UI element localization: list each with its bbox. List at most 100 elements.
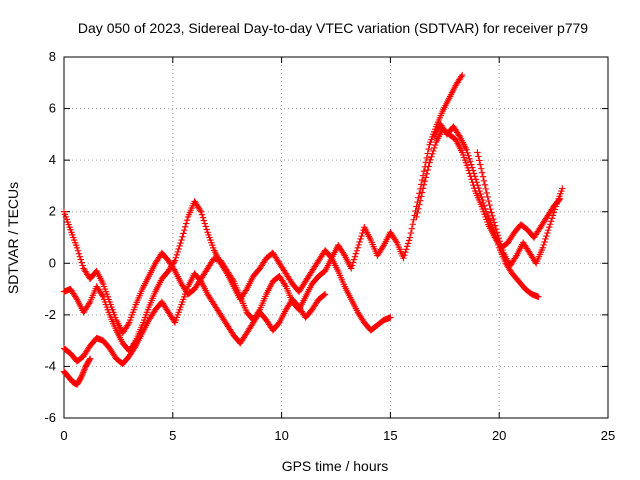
data-point bbox=[78, 259, 85, 266]
data-point bbox=[429, 150, 436, 158]
data-point bbox=[550, 209, 558, 216]
data-point bbox=[494, 232, 502, 239]
data-point bbox=[493, 229, 501, 236]
data-point bbox=[485, 197, 492, 205]
data-point bbox=[418, 189, 426, 196]
data-point bbox=[80, 367, 88, 375]
data-point bbox=[549, 212, 557, 219]
series-track-d bbox=[60, 355, 94, 388]
data-point bbox=[171, 257, 179, 264]
data-point bbox=[415, 205, 422, 212]
data-point bbox=[476, 187, 483, 195]
data-point bbox=[471, 173, 479, 180]
data-point bbox=[196, 207, 204, 214]
x-tick-label: 20 bbox=[492, 428, 506, 443]
data-point bbox=[481, 181, 489, 189]
data-point bbox=[180, 230, 187, 237]
data-point bbox=[401, 251, 408, 259]
data-point bbox=[425, 145, 432, 153]
data-point bbox=[422, 174, 430, 181]
data-point bbox=[79, 262, 86, 269]
data-point bbox=[176, 242, 183, 250]
data-point bbox=[408, 225, 416, 232]
data-point bbox=[131, 344, 139, 351]
data-point bbox=[559, 185, 566, 192]
data-point bbox=[409, 221, 416, 228]
data-point bbox=[182, 220, 190, 227]
data-point bbox=[475, 153, 482, 160]
data-point bbox=[543, 232, 550, 240]
data-point bbox=[242, 287, 250, 294]
data-point bbox=[481, 202, 488, 210]
data-point bbox=[546, 221, 554, 228]
data-point bbox=[512, 253, 519, 261]
data-point bbox=[81, 366, 88, 373]
y-tick-label: 4 bbox=[49, 152, 56, 167]
data-point bbox=[546, 223, 553, 231]
data-point bbox=[421, 177, 429, 185]
data-point bbox=[491, 219, 498, 226]
x-tick-label: 0 bbox=[60, 428, 67, 443]
data-point bbox=[420, 181, 428, 189]
data-point bbox=[431, 141, 439, 149]
series-track-f bbox=[430, 120, 542, 301]
data-point bbox=[482, 185, 490, 193]
data-point bbox=[198, 211, 206, 218]
data-point bbox=[487, 205, 494, 213]
data-point bbox=[486, 201, 493, 209]
data-point bbox=[492, 225, 500, 233]
data-point bbox=[469, 167, 477, 174]
data-point bbox=[416, 190, 423, 197]
data-point bbox=[352, 250, 360, 257]
data-point bbox=[499, 246, 506, 254]
chart-title: Day 050 of 2023, Sidereal Day-to-day VTE… bbox=[78, 20, 588, 36]
data-point bbox=[478, 169, 486, 176]
data-point bbox=[387, 314, 394, 321]
data-point bbox=[426, 159, 433, 166]
y-tick-label: 8 bbox=[49, 49, 56, 64]
data-point bbox=[407, 229, 415, 237]
data-point bbox=[459, 71, 466, 79]
data-point bbox=[392, 237, 400, 245]
data-point bbox=[75, 250, 83, 257]
data-point bbox=[178, 236, 185, 244]
data-point bbox=[76, 253, 84, 260]
y-tick-label: 0 bbox=[49, 255, 56, 270]
plot-frame bbox=[63, 56, 609, 419]
data-point bbox=[354, 244, 361, 252]
series-track-g bbox=[474, 149, 566, 270]
data-point bbox=[423, 170, 430, 177]
data-point bbox=[353, 247, 361, 254]
x-tick-label: 25 bbox=[601, 428, 615, 443]
data-point bbox=[489, 212, 496, 219]
data-point bbox=[475, 184, 482, 192]
data-point bbox=[425, 163, 432, 170]
data-point bbox=[467, 158, 474, 165]
data-point bbox=[358, 232, 365, 240]
data-point bbox=[414, 209, 421, 217]
data-point bbox=[496, 237, 504, 245]
data-point bbox=[356, 238, 363, 246]
y-tick-label: -2 bbox=[44, 307, 56, 322]
data-point bbox=[548, 215, 556, 222]
data-point bbox=[413, 213, 420, 221]
data-point bbox=[79, 370, 86, 377]
data-point bbox=[174, 248, 181, 256]
data-point bbox=[551, 206, 559, 213]
data-point bbox=[200, 217, 208, 224]
data-point bbox=[539, 244, 546, 252]
data-point bbox=[477, 161, 484, 168]
data-point bbox=[540, 241, 547, 249]
data-point bbox=[545, 226, 552, 234]
data-point bbox=[430, 147, 437, 155]
data-point bbox=[74, 247, 82, 254]
y-tick-label: -6 bbox=[44, 410, 56, 425]
data-point bbox=[498, 243, 505, 251]
data-point bbox=[468, 161, 475, 168]
data-point bbox=[477, 165, 485, 172]
data-point bbox=[321, 291, 329, 298]
data-point bbox=[458, 73, 465, 80]
series-track-a bbox=[60, 71, 466, 337]
data-point bbox=[473, 179, 481, 186]
